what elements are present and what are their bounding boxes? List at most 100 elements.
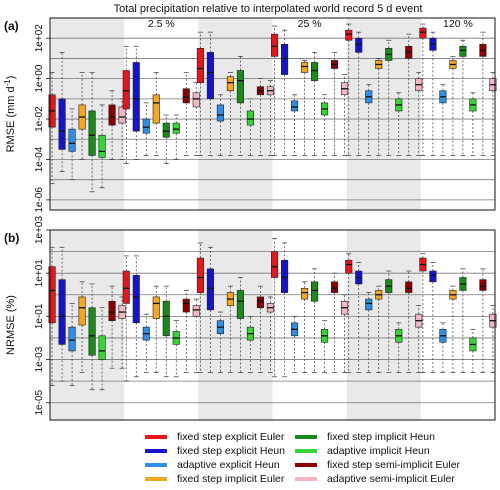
box-adaptive-explicit-Heun: [439, 84, 447, 156]
box-adaptive-implicit-Heun: [98, 104, 106, 189]
legend-item: fixed step implicit Heun: [295, 431, 435, 443]
legend-item: adaptive semi-implicit Euler: [295, 473, 455, 485]
box-body: [108, 300, 116, 321]
box-body: [459, 45, 467, 57]
box-adaptive-explicit-Heun: [216, 94, 224, 156]
box-fixed-step-implicit-Heun: [459, 39, 467, 156]
y-tick-label: 1e+00: [34, 64, 45, 93]
y-tick-label: 1e+01: [34, 259, 45, 288]
chart-panels: 1 %2.5 %7.5 %25 %100 %120 %1e-061e-041e-…: [3, 17, 497, 421]
box-body: [206, 52, 214, 100]
box-fixed-step-semi-implicit-Euler: [479, 268, 487, 373]
box-adaptive-semi-implicit-Euler: [415, 72, 423, 156]
box-fixed-step-explicit-Euler: [345, 23, 353, 156]
y-axis-label-text: RMSE (mm d: [5, 86, 17, 152]
box-body: [182, 298, 190, 313]
box-adaptive-semi-implicit-Euler: [192, 82, 200, 156]
y-tick-label: 1e-05: [34, 390, 45, 416]
box-fixed-step-explicit-Heun: [58, 246, 66, 382]
y-axis-label-text: NRMSE (%): [5, 295, 17, 355]
box-fixed-step-semi-implicit-Euler: [256, 78, 264, 156]
box-body: [291, 100, 299, 112]
legend-swatch: [145, 435, 167, 439]
box-adaptive-explicit-Heun: [216, 311, 224, 373]
box-body: [162, 122, 170, 138]
box-adaptive-semi-implicit-Euler: [266, 80, 274, 156]
box-body: [68, 326, 76, 352]
box-fixed-step-semi-implicit-Euler: [331, 52, 339, 156]
box-fixed-step-implicit-Euler: [301, 281, 309, 373]
box-fixed-step-implicit-Euler: [301, 60, 309, 156]
legend-swatch: [295, 435, 317, 439]
box-fixed-step-semi-implicit-Euler: [405, 270, 413, 373]
box-body: [236, 70, 244, 104]
box-body: [236, 290, 244, 319]
box-fixed-step-semi-implicit-Euler: [182, 72, 190, 156]
box-fixed-step-explicit-Heun: [355, 262, 363, 373]
legend-swatch: [145, 463, 167, 467]
legend-swatch: [295, 477, 317, 481]
box-body: [405, 281, 413, 293]
legend-item: adaptive explicit Heun: [145, 459, 280, 471]
panel-label: (a): [4, 19, 19, 33]
box-fixed-step-implicit-Euler: [226, 285, 234, 373]
y-axis-label-close: ): [5, 76, 17, 80]
box-fixed-step-implicit-Heun: [88, 72, 96, 193]
box-fixed-step-implicit-Euler: [375, 285, 383, 373]
box-fixed-step-implicit-Euler: [78, 72, 86, 160]
legend-label: fixed step explicit Euler: [177, 431, 285, 443]
category-label: 2.5 %: [148, 18, 175, 30]
box-body: [196, 257, 204, 293]
box-adaptive-explicit-Heun: [365, 292, 373, 373]
panel: 1e-05 1e-03 1e-01 1e+01 1e+03 NRMSE (%) (b): [4, 216, 497, 421]
box-body: [88, 307, 96, 356]
box-fixed-step-explicit-Heun: [281, 29, 289, 156]
box-fixed-step-explicit-Heun: [132, 45, 140, 160]
box-fixed-step-semi-implicit-Euler: [108, 90, 116, 160]
box-body: [271, 33, 279, 57]
box-fixed-step-explicit-Heun: [58, 52, 66, 172]
box-fixed-step-semi-implicit-Euler: [331, 272, 339, 373]
y-tick-label: 1e-03: [34, 346, 45, 372]
box-fixed-step-semi-implicit-Euler: [182, 290, 190, 373]
box-body: [68, 128, 76, 152]
box-body: [182, 88, 190, 104]
box-body: [256, 296, 264, 309]
box-body: [271, 251, 279, 278]
y-axis-label: NRMSE (%): [5, 295, 17, 355]
box-fixed-step-implicit-Heun: [311, 268, 319, 373]
box-adaptive-explicit-Heun: [365, 84, 373, 156]
box-fixed-step-implicit-Heun: [459, 268, 467, 373]
box-fixed-step-explicit-Euler: [122, 255, 130, 382]
legend-label: adaptive implicit Heun: [327, 445, 430, 457]
box-adaptive-semi-implicit-Euler: [118, 296, 126, 369]
box-body: [142, 118, 150, 134]
box-fixed-step-semi-implicit-Euler: [108, 285, 116, 369]
panel: 1e-06 1e-04 1e-02 1e+00 1e+02 RMSE (mm d-1) (a…: [3, 17, 497, 213]
box-adaptive-semi-implicit-Euler: [118, 98, 126, 160]
plot-frame: [49, 229, 496, 421]
box-adaptive-semi-implicit-Euler: [341, 294, 349, 373]
box-fixed-step-implicit-Euler: [78, 281, 86, 373]
category-label: 120 %: [443, 18, 473, 30]
box-body: [301, 62, 309, 73]
y-tick-label: 1e-01: [34, 303, 45, 329]
y-axis-label-superscript: -1: [3, 79, 12, 87]
box-body: [429, 270, 437, 283]
box-body: [281, 43, 289, 75]
box-fixed-step-explicit-Heun: [429, 31, 437, 156]
y-tick-label: 1e+02: [34, 24, 45, 53]
box-fixed-step-explicit-Heun: [132, 255, 140, 378]
box-body: [108, 104, 116, 126]
box-fixed-step-semi-implicit-Euler: [479, 31, 487, 156]
box-adaptive-implicit-Heun: [321, 320, 329, 373]
legend-item: adaptive implicit Heun: [295, 445, 430, 457]
box-body: [132, 62, 140, 132]
box-fixed-step-implicit-Heun: [311, 52, 319, 156]
box-body: [162, 300, 170, 337]
box-adaptive-implicit-Heun: [395, 92, 403, 156]
legend-label: fixed step implicit Euler: [177, 473, 285, 485]
box-body: [58, 279, 66, 345]
box-fixed-step-semi-implicit-Euler: [256, 285, 264, 373]
